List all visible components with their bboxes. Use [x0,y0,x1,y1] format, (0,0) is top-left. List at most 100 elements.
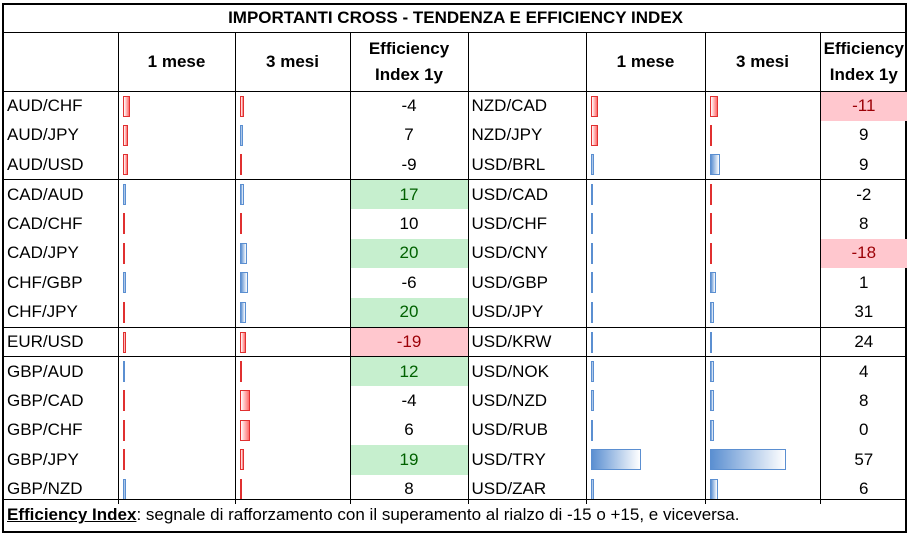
trend-1-mese-right [586,179,706,209]
pair-name-left: AUD/JPY [4,120,119,150]
trend-bar [590,272,593,293]
trend-bar [239,331,246,353]
pair-name-right: USD/JPY [468,297,587,327]
trend-1-mese-right [586,445,706,475]
efficiency-value-right: 6 [859,479,869,499]
trend-bar [239,154,242,175]
trend-3-mesi-right [705,326,821,357]
trend-bar [709,242,712,264]
header-efficiency-line1: Efficiency [368,38,450,58]
trend-1-mese-left [118,415,236,445]
trend-bar [709,124,712,146]
trend-bar [239,242,247,264]
trend-bar [590,449,641,470]
footer-label: Efficiency Index [7,505,137,525]
trend-3-mesi-right [705,150,821,180]
efficiency-value-left: 20 [350,297,469,327]
trend-3-mesi-left [235,268,351,298]
trend-bar [590,478,594,500]
table-row: GBP/CHF 6 USD/RUB 0 [4,415,907,445]
table-row: GBP/CAD -4 USD/NZD 8 [4,386,907,416]
trend-bar [709,331,712,353]
trend-bar [239,272,248,293]
trend-1-mese-left [118,268,236,298]
efficiency-value-left: -4 [350,91,469,121]
header-efficiency-line2: Index 1y [374,64,444,84]
trend-bar [709,272,716,293]
trend-bar [709,449,786,470]
table-row: GBP/JPY 19 USD/TRY 57 [4,445,907,475]
trend-1-mese-right [586,297,706,327]
trend-bar [122,301,125,323]
pair-name-right: NZD/JPY [468,120,587,150]
pair-name-left: AUD/CHF [4,91,119,121]
table-row: EUR/USD -19 USD/KRW 24 [4,326,908,357]
trend-bar [122,478,126,500]
efficiency-value-left: 7 [350,120,469,150]
cross-table-sheet: IMPORTANTI CROSS - TENDENZA E EFFICIENCY… [2,3,908,533]
pair-name-left: GBP/CHF [4,415,119,445]
trend-bar [122,331,126,353]
trend-bar [239,301,246,323]
efficiency-value-left: 17 [350,179,469,209]
trend-3-mesi-right [705,415,821,445]
trend-bar [122,242,125,264]
trend-bar [239,124,243,146]
trend-bar [709,390,714,411]
trend-3-mesi-right [705,386,821,416]
trend-bar [709,95,718,117]
trend-1-mese-right [586,91,706,121]
pair-name-left: CAD/JPY [4,238,119,268]
pair-name-left: CAD/CHF [4,209,119,239]
pair-name-right: NZD/CAD [468,91,587,121]
efficiency-value-left: -6 [350,268,469,298]
efficiency-value-left: -9 [350,150,469,180]
trend-bar [590,184,593,205]
pair-name-right: USD/TRY [468,445,587,475]
pair-name-left: CHF/JPY [4,297,119,327]
header-1-mese-left: 1 mese [118,32,236,92]
trend-bar [709,478,718,500]
trend-bar [122,154,128,175]
trend-bar [239,449,244,470]
trend-bar [590,154,594,175]
efficiency-value-right: 31 [854,302,874,321]
trend-bar [709,419,714,441]
trend-3-mesi-left [235,120,351,150]
pair-name-left: AUD/USD [4,150,119,180]
table-row: CHF/GBP -6 USD/GBP 1 [4,268,907,298]
trend-bar [590,124,598,146]
trend-1-mese-left [118,238,236,268]
trend-1-mese-right [586,209,706,239]
trend-1-mese-left [118,91,236,121]
trend-bar [590,242,593,264]
table-row: AUD/USD -9 USD/BRL 9 [4,150,907,180]
pair-name-left: GBP/CAD [4,386,119,416]
trend-1-mese-right [586,268,706,298]
trend-3-mesi-right [705,120,821,150]
trend-3-mesi-right [705,445,821,475]
trend-bar [239,213,242,234]
efficiency-value-left: 20 [350,238,469,268]
efficiency-value-right: 8 [859,390,869,410]
efficiency-value-left: -4 [350,386,469,416]
trend-bar [590,95,598,117]
trend-bar [590,419,593,441]
trend-3-mesi-left [235,179,351,209]
table-row: CHF/JPY 20 USD/JPY 31 [4,297,907,327]
footer-table: Efficiency Index: segnale di rafforzamen… [4,498,907,531]
trend-bar [122,419,125,441]
trend-bar [122,213,125,234]
pair-name-left: CHF/GBP [4,268,119,298]
trend-bar [122,184,126,205]
efficiency-value-right: -11 [820,91,908,121]
trend-1-mese-left [118,209,236,239]
efficiency-value-left: -19 [350,326,469,357]
trend-bar [122,361,125,382]
header-3-mesi-right: 3 mesi [705,32,821,92]
pair-name-right: USD/CAD [468,179,587,209]
trend-bar [590,301,593,323]
efficiency-value-right: 24 [820,326,908,357]
trend-bar [239,184,244,205]
pair-name-left: GBP/JPY [4,445,119,475]
